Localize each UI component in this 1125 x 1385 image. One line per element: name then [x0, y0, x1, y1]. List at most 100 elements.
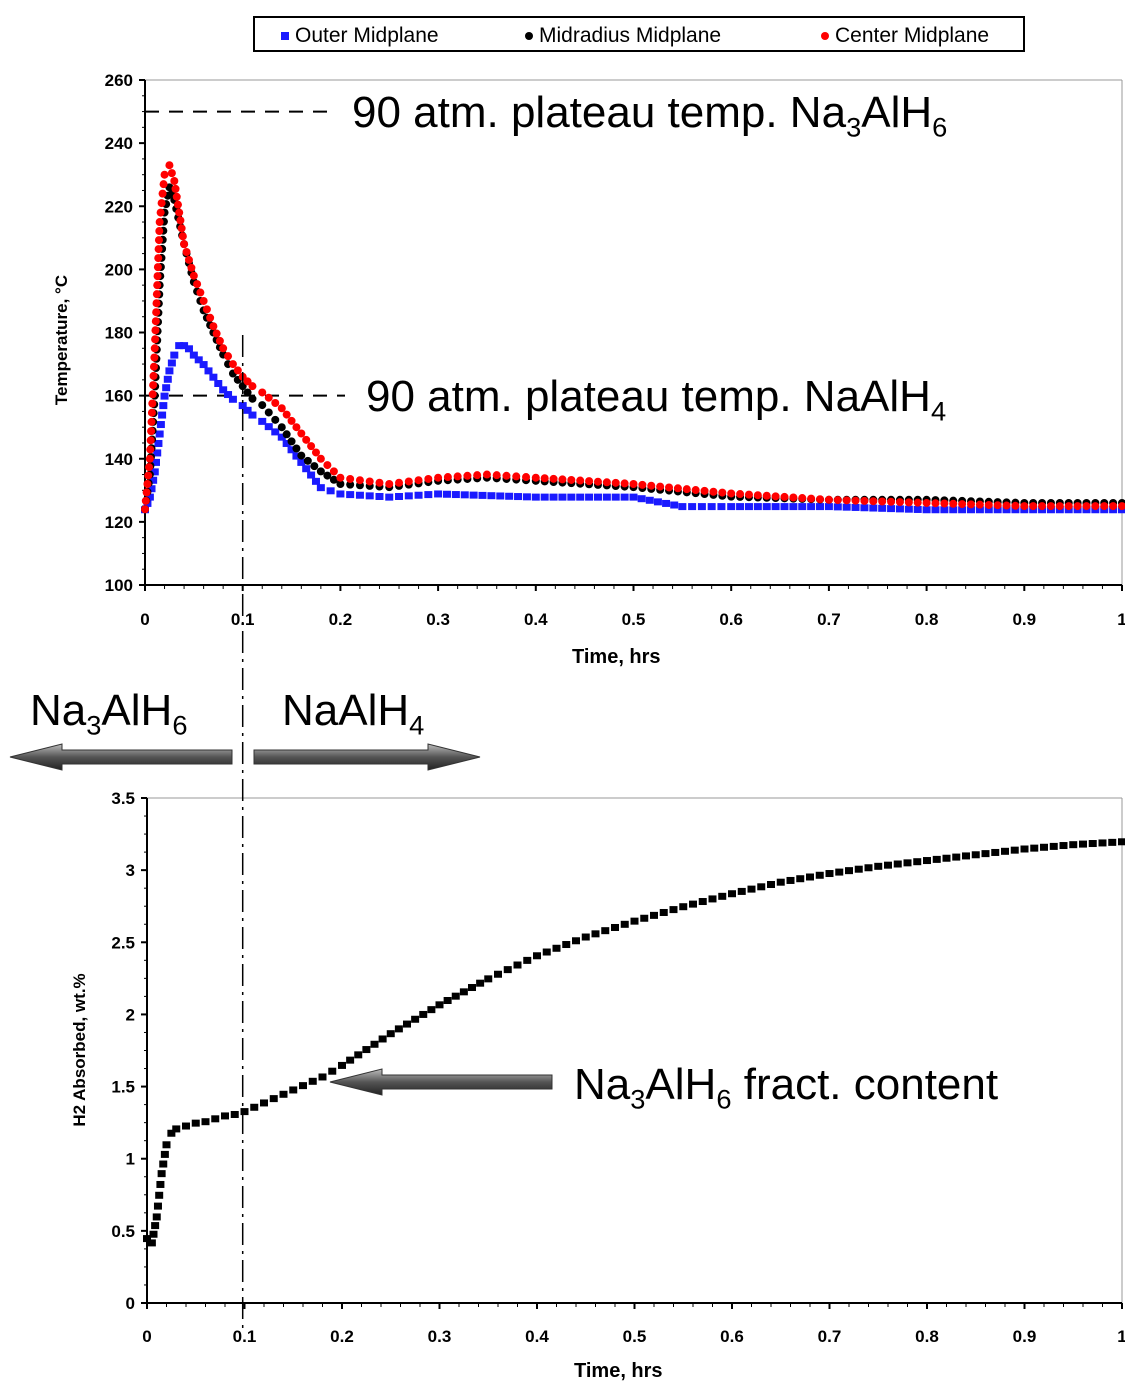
midradius-midplane-point [258, 401, 267, 410]
center-midplane-point [665, 483, 674, 492]
outer-midplane-point [567, 493, 576, 501]
h2-absorbed-point [147, 1239, 156, 1247]
h2-absorbed-point [155, 1191, 164, 1199]
center-midplane-point [159, 180, 168, 189]
h2-absorbed-point [250, 1103, 259, 1111]
outer-midplane-point [162, 384, 171, 392]
center-midplane-point [1082, 502, 1091, 511]
outer-midplane-point [395, 492, 404, 500]
annotation-naalh4-plateau: 90 atm. plateau temp. NaAlH4 [366, 372, 946, 425]
center-midplane-point [744, 490, 753, 499]
h2-absorbed-point [494, 970, 502, 978]
h2-absorbed-point [747, 885, 756, 893]
outer-midplane-point [505, 492, 514, 500]
center-midplane-point [336, 473, 345, 482]
center-midplane-point [212, 329, 221, 338]
outer-midplane-point [780, 503, 789, 511]
center-midplane-point [187, 263, 196, 272]
center-midplane-point [424, 474, 433, 483]
outer-midplane-point [922, 506, 931, 514]
arrow-right-naalh4 [253, 743, 481, 771]
h2-absorbed-point [737, 887, 746, 895]
top-y-tick-label: 120 [105, 513, 133, 532]
center-midplane-point [151, 326, 160, 335]
bottom-x-tick-label: 0.4 [525, 1327, 549, 1346]
outer-midplane-point [336, 490, 345, 498]
h2-absorbed-point [815, 871, 824, 879]
center-midplane-point [842, 496, 851, 505]
h2-absorbed-point [893, 860, 902, 868]
h2-absorbed-point [160, 1150, 169, 1158]
h2-absorbed-point [289, 1086, 298, 1094]
outer-midplane-point [593, 493, 602, 501]
midradius-midplane-point [165, 183, 174, 192]
center-midplane-point [355, 476, 364, 485]
outer-midplane-point [967, 506, 976, 514]
outer-midplane-point [496, 492, 505, 500]
h2-absorbed-point [591, 930, 600, 938]
h2-absorbed-point [299, 1082, 307, 1090]
outer-midplane-point [158, 411, 167, 419]
top-y-tick-label: 140 [105, 450, 133, 469]
h2-absorbed-point [1059, 842, 1068, 850]
outer-midplane-point [522, 493, 531, 501]
outer-midplane-point [514, 493, 523, 501]
top-x-tick-label: 0.4 [524, 610, 548, 629]
outer-midplane-point [736, 503, 745, 511]
h2-absorbed-point [167, 1129, 176, 1137]
top-y-tick-label: 180 [105, 324, 133, 343]
midradius-midplane-point [336, 480, 345, 488]
top-chart-xlabel: Time, hrs [572, 646, 661, 668]
center-midplane-point [143, 480, 152, 488]
center-midplane-point [549, 474, 558, 483]
outer-midplane-point [645, 496, 654, 504]
h2-absorbed-point [1118, 838, 1125, 846]
h2-absorbed-point [1108, 838, 1117, 846]
outer-midplane-point [993, 506, 1002, 514]
midradius-midplane-point [271, 415, 280, 424]
outer-midplane-point [248, 411, 257, 419]
center-midplane-point [709, 487, 718, 496]
center-midplane-point [316, 454, 325, 463]
annotation-arrow-right: NaAlH4 [282, 686, 424, 739]
h2-absorbed-point [151, 1222, 160, 1230]
bottom-y-tick-label: 3.5 [111, 789, 135, 808]
top-x-tick-label: 0.5 [622, 610, 646, 629]
center-midplane-point [1109, 502, 1118, 511]
center-midplane-point [149, 371, 158, 380]
bottom-y-tick-label: 1 [126, 1150, 135, 1169]
h2-absorbed-point [971, 851, 980, 859]
center-midplane-point [869, 497, 878, 506]
midradius-midplane-point [346, 480, 355, 489]
center-midplane-point [248, 382, 257, 391]
h2-absorbed-point [230, 1110, 239, 1118]
outer-midplane-point [662, 499, 671, 507]
legend-label-outer: Outer Midplane [295, 24, 439, 47]
center-midplane-point [753, 491, 762, 500]
top-x-tick-label: 1 [1117, 610, 1125, 629]
center-midplane-point [736, 490, 745, 499]
center-midplane-point [329, 467, 338, 476]
h2-absorbed-point [201, 1118, 210, 1126]
outer-midplane-point [346, 491, 355, 499]
midradius-midplane-point [243, 388, 252, 397]
outer-midplane-point [271, 428, 280, 436]
center-midplane-point [762, 491, 771, 500]
center-midplane-point [170, 177, 179, 185]
center-midplane-point [1100, 502, 1109, 511]
center-midplane-point [700, 486, 709, 495]
center-midplane-point [146, 445, 155, 454]
bottom-y-tick-label: 2.5 [111, 933, 135, 952]
h2-absorbed-point [952, 853, 961, 861]
center-midplane-point [1091, 502, 1100, 511]
top-y-tick-label: 240 [105, 134, 133, 153]
center-midplane-point [175, 208, 184, 217]
outer-midplane-point [194, 356, 203, 364]
center-midplane-point [602, 478, 611, 487]
top-y-tick-label: 200 [105, 260, 133, 279]
h2-absorbed-point [1010, 846, 1019, 854]
annotation-text: AlH [861, 88, 933, 137]
bottom-y-tick-label: 0 [126, 1294, 135, 1313]
